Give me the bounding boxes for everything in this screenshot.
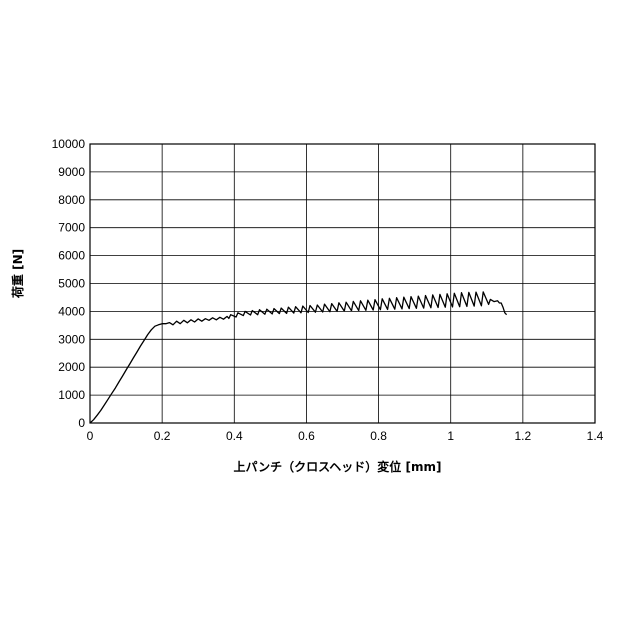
x-axis-title: 上パンチ（クロスヘッド）変位 [mm] [234, 459, 442, 474]
y-tick-label: 3000 [58, 332, 85, 346]
y-tick-label: 1000 [58, 388, 85, 402]
y-tick-label: 8000 [58, 193, 85, 207]
x-tick-label: 0.6 [298, 429, 315, 443]
x-tick-label: 1.4 [587, 429, 604, 443]
x-tick-label: 0.8 [370, 429, 387, 443]
y-tick-label: 4000 [58, 304, 85, 318]
y-axis-title: 荷重 [N] [10, 249, 25, 299]
y-tick-label: 10000 [52, 137, 86, 151]
y-tick-label: 5000 [58, 277, 85, 291]
y-tick-label: 7000 [58, 221, 85, 235]
y-tick-label: 9000 [58, 165, 85, 179]
y-tick-label: 2000 [58, 360, 85, 374]
x-tick-label: 1.2 [515, 429, 532, 443]
x-tick-label: 0.4 [226, 429, 243, 443]
x-tick-label: 0.2 [154, 429, 171, 443]
y-tick-label: 0 [78, 416, 85, 430]
x-tick-label: 0 [87, 429, 94, 443]
y-tick-label: 6000 [58, 249, 85, 263]
x-tick-label: 1 [447, 429, 454, 443]
